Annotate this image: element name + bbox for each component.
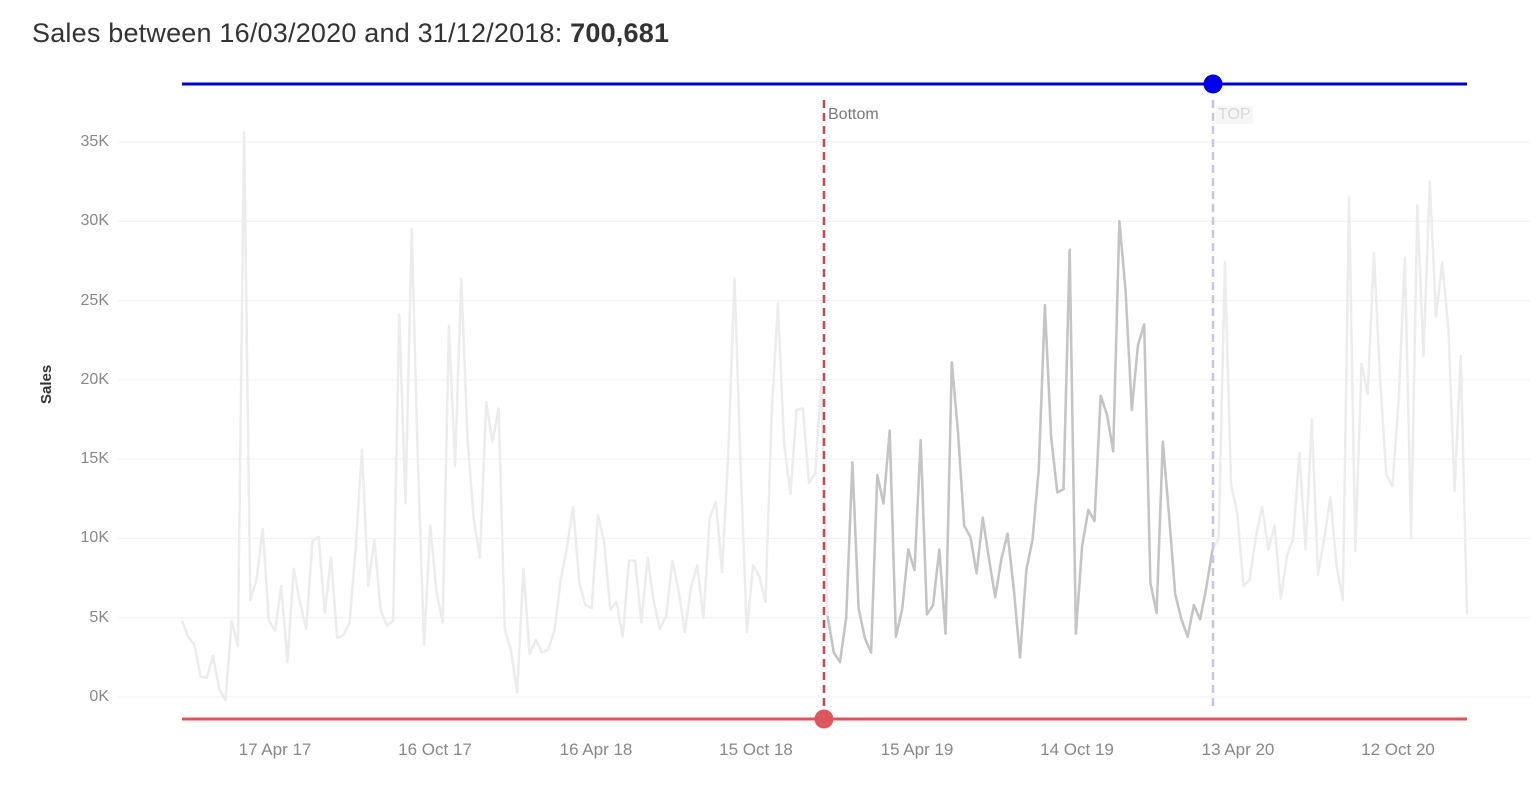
x-tick-label: 13 Apr 20	[1201, 740, 1275, 759]
x-tick-label: 17 Apr 17	[238, 740, 312, 759]
x-tick-label: 15 Oct 18	[719, 740, 793, 759]
chart-title: Sales between 16/03/2020 and 31/12/2018:…	[32, 18, 669, 49]
x-tick-label: 16 Oct 17	[398, 740, 472, 759]
x-tick-label: 12 Oct 20	[1361, 740, 1435, 759]
top-reference-label: TOP	[1216, 106, 1253, 124]
y-tick-label: 10K	[80, 529, 109, 547]
sales-total: 700,681	[570, 18, 670, 48]
y-tick-label: 15K	[80, 450, 109, 468]
y-tick-label: 25K	[80, 291, 109, 309]
title-text: Sales between 16/03/2020 and 31/12/2018:	[32, 18, 571, 48]
x-tick-label: 14 Oct 19	[1040, 740, 1114, 759]
y-tick-label: 30K	[80, 212, 109, 230]
y-tick-label: 0K	[89, 688, 109, 705]
top-date-slider-handle[interactable]	[1203, 74, 1223, 94]
y-tick-label: 35K	[80, 133, 109, 150]
sales-line-outside-range	[180, 131, 1469, 702]
bottom-date-slider-handle[interactable]	[814, 709, 834, 729]
sales-line-selected-range	[826, 220, 1214, 664]
bottom-reference-label: Bottom	[828, 106, 879, 123]
x-tick-label: 15 Apr 19	[880, 740, 954, 759]
x-tick-label: 16 Apr 18	[559, 740, 633, 759]
y-tick-label: 5K	[89, 608, 109, 626]
y-tick-label: 20K	[80, 370, 109, 388]
